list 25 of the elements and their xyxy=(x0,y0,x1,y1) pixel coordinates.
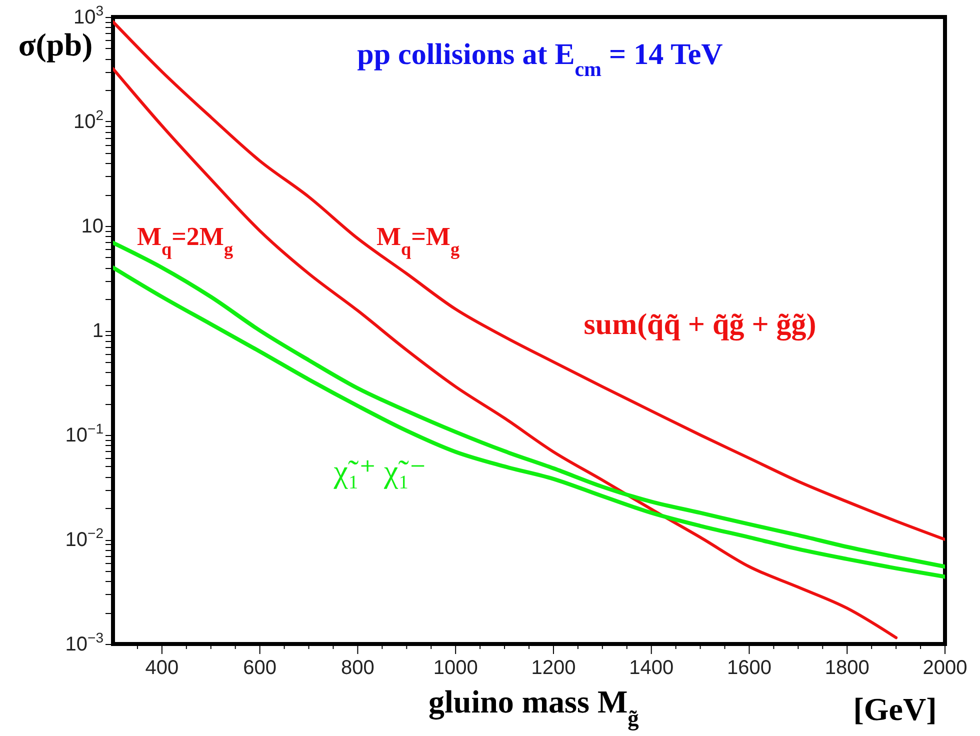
y-tick-label: 10 xyxy=(81,216,104,238)
y-tick-label: 10$^{−3}$ xyxy=(65,630,104,656)
x-tick-label: 1000 xyxy=(433,657,478,679)
x-tick-label: 2000 xyxy=(922,657,968,679)
x-tick-label: 1800 xyxy=(824,657,870,679)
text: pp collisions at E$_{cm}$ = 14 TeV xyxy=(357,38,724,81)
y-tick-label: 10$^{2}$ xyxy=(73,107,104,133)
x-tick-label: 600 xyxy=(243,657,277,679)
y-axis-title: σ(pb) xyxy=(18,26,93,62)
x-tick-label: 1200 xyxy=(531,657,576,679)
x-tick-label: 1400 xyxy=(629,657,674,679)
annotation: sum(q̃q̃ + q̃g̃ + g̃g̃) xyxy=(584,308,816,341)
x-axis-title: gluino mass M$_{g̃}$ xyxy=(428,684,639,730)
x-tick-label: 400 xyxy=(145,657,179,679)
series-label: M$_{q}$=2M$_{g}$ xyxy=(136,222,234,260)
x-tick-label: 800 xyxy=(341,657,374,679)
line-series xyxy=(113,20,945,541)
x-tick-label: 1600 xyxy=(726,657,772,679)
text: [GeV] xyxy=(853,691,937,727)
y-tick-label: 10$^{3}$ xyxy=(73,2,104,28)
y-tick-label: 1 xyxy=(92,320,104,342)
annotation: χ̃₁⁺ χ̃₁⁻ xyxy=(332,453,426,489)
y-tick-label: 10$^{−1}$ xyxy=(65,420,104,446)
series-label: M$_{q}$=M$_{g}$ xyxy=(376,222,460,260)
y-tick-label: 10$^{−2}$ xyxy=(65,525,104,551)
